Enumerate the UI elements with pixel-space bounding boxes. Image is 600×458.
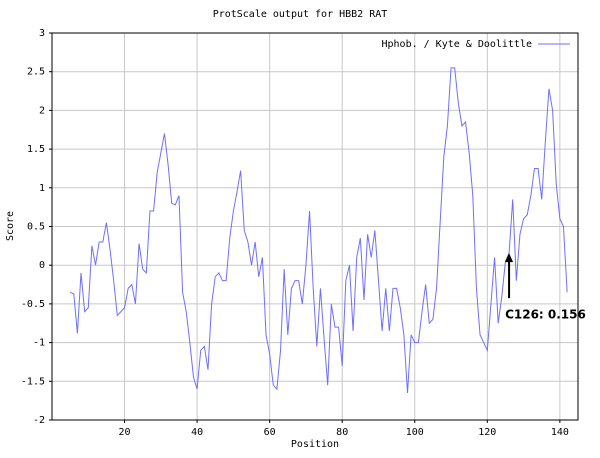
annotation-label: C126: 0.156 [505,308,586,322]
x-tick-label: 140 [551,427,569,438]
y-tick-label: 1.5 [27,144,45,155]
x-tick-label: 20 [119,427,131,438]
y-tick-label: 3 [39,28,45,39]
y-tick-label: -1.5 [21,376,45,387]
plot-frame [51,32,579,421]
annotation-arrowhead [505,253,514,263]
y-tick-label: -0.5 [21,299,45,310]
y-tick-label: 2 [39,105,45,116]
data-line [69,67,568,393]
x-tick-label: 60 [264,427,276,438]
x-tick-label: 80 [336,427,348,438]
x-tick-label: 100 [406,427,424,438]
legend-label: Hphob. / Kyte & Doolittle [381,39,532,50]
y-tick-label: -2 [33,415,45,426]
chart-title: ProtScale output for HBB2 RAT [213,9,388,20]
x-tick-label: 120 [478,427,496,438]
x-tick-label: 40 [191,427,203,438]
y-tick-label: 1 [39,183,45,194]
y-tick-label: 0.5 [27,222,45,233]
y-tick-label: 0 [39,260,45,271]
x-axis-label: Position [291,439,339,450]
y-axis-label: Score [5,211,16,241]
y-tick-label: 2.5 [27,67,45,78]
y-tick-label: -1 [33,338,45,349]
